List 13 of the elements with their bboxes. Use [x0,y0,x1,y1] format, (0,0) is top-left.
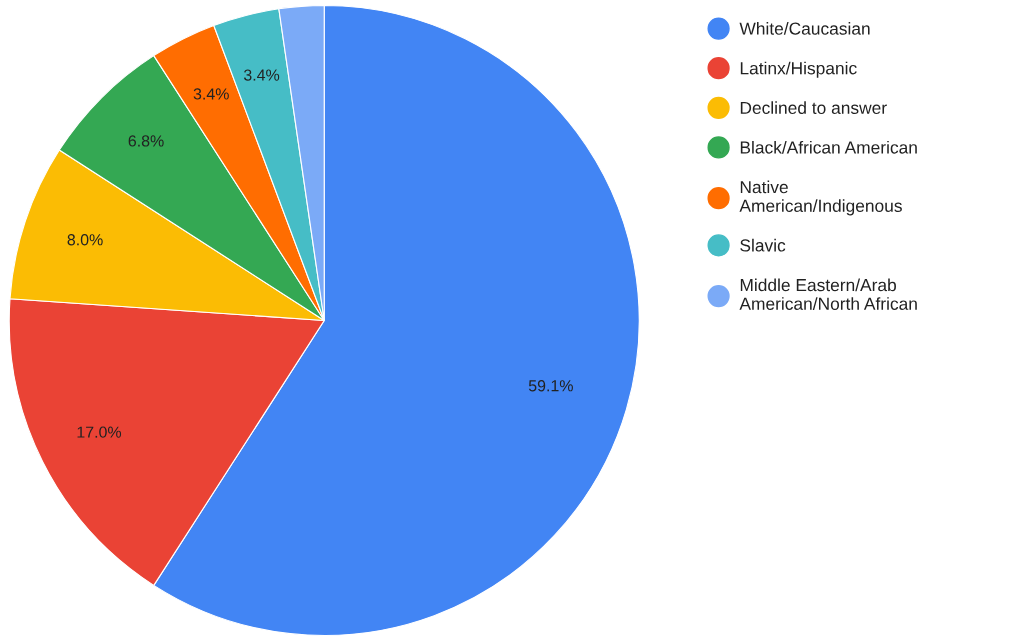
legend-label: Middle Eastern/Arab American/North African [739,278,917,310]
data-label: 8.0% [67,234,103,246]
legend-label: Latinx/Hispanic [740,61,857,78]
data-label: 3.4% [193,88,229,100]
legend-label: Slavic [740,238,786,252]
data-label: 17.0% [77,426,122,438]
data-label: 3.4% [243,69,280,81]
data-label: 6.8% [128,135,164,147]
data-label: 59.1% [528,380,573,392]
legend-label: White/Caucasian [739,22,870,35]
legend-label: Declined to answer [740,101,887,115]
legend-label: Black/African American [740,140,917,154]
legend-label: Native American/Indigenous [739,180,902,216]
